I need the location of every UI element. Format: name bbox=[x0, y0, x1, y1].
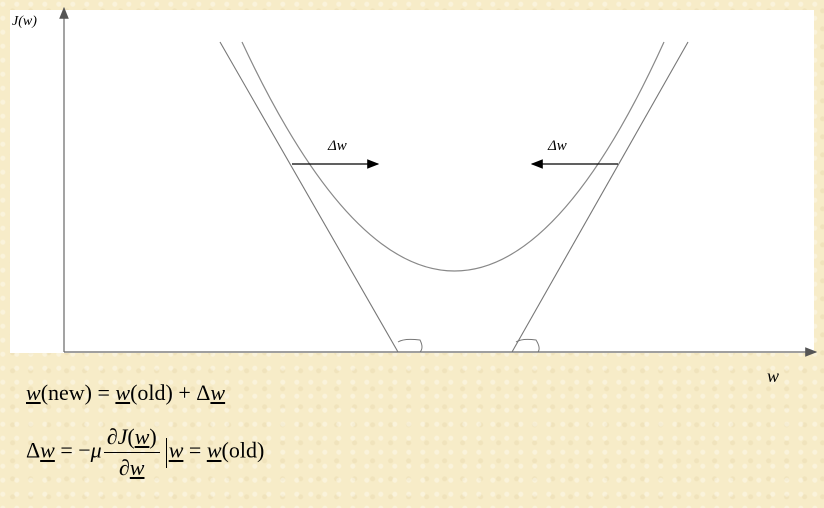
eq2-den-partial: ∂ bbox=[118, 455, 130, 480]
eq2-equals: = bbox=[183, 437, 207, 463]
eq2-num-close: ) bbox=[149, 424, 157, 449]
x-axis-label: w bbox=[767, 366, 780, 386]
gradient-equation: Δw = −μ ∂J(w) ∂w w = w(old) bbox=[26, 424, 264, 481]
eq1-new-text: (new) = bbox=[40, 380, 116, 405]
eq2-equals-minus: = − bbox=[54, 437, 91, 463]
eq2-evaluation-bar bbox=[165, 437, 167, 468]
eq2-old-text: (old) bbox=[221, 437, 265, 463]
right-delta-w-label: Δw bbox=[548, 138, 567, 154]
eq2-denominator: ∂w bbox=[104, 453, 160, 481]
cost-curve bbox=[241, 41, 665, 272]
cost-function-diagram bbox=[59, 6, 818, 357]
right-angle-arc bbox=[515, 338, 540, 353]
eq2-w-eval: w bbox=[168, 437, 184, 463]
left-delta-w-label: Δw bbox=[328, 138, 347, 154]
eq1-w-new: w bbox=[26, 380, 41, 405]
eq2-num-w: w bbox=[134, 424, 150, 449]
eq2-num-open: ( bbox=[127, 424, 135, 449]
eq1-w-delta: w bbox=[210, 380, 226, 405]
eq2-numerator: ∂J(w) bbox=[103, 424, 160, 453]
update-equation: w(new) = w(old) + Δw bbox=[26, 380, 225, 406]
eq2-mu: μ bbox=[90, 437, 102, 463]
eq2-num-partial: ∂ bbox=[106, 424, 118, 449]
eq2-w: w bbox=[40, 437, 55, 463]
eq2-num-J: J bbox=[117, 424, 128, 449]
eq2-den-w: w bbox=[129, 455, 145, 480]
eq1-old-text: (old) + Δ bbox=[130, 380, 211, 405]
right-tangent-line bbox=[511, 41, 689, 353]
eq2-delta: Δ bbox=[26, 437, 41, 463]
y-axis-label: J(w) bbox=[12, 14, 37, 29]
left-angle-arc bbox=[397, 338, 423, 353]
eq1-w-old: w bbox=[115, 380, 131, 405]
diagram-panel bbox=[10, 10, 814, 353]
left-tangent-line bbox=[219, 41, 399, 353]
eq2-w-old: w bbox=[206, 437, 222, 463]
eq2-fraction: ∂J(w) ∂w bbox=[103, 424, 160, 481]
